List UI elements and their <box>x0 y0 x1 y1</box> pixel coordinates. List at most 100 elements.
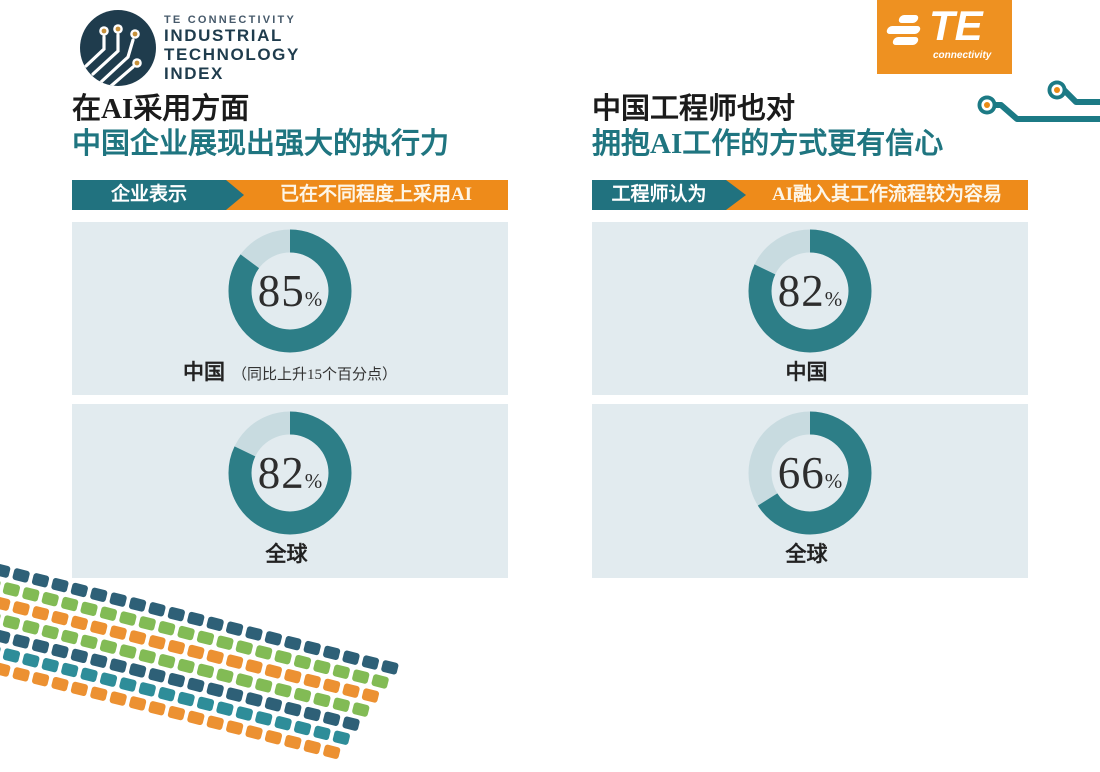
mosaic-tile <box>186 677 206 693</box>
percent-value: 85 <box>257 266 305 316</box>
mosaic-tile <box>138 615 157 632</box>
mosaic-tile <box>341 715 361 732</box>
percent-unit: % <box>824 468 843 493</box>
donut-card-china: 82% 中国 <box>592 222 1028 395</box>
mosaic-tile <box>11 600 31 617</box>
mosaic-tile <box>21 586 41 603</box>
column-engineer-confidence: 中国工程师也对 拥抱AI工作的方式更有信心 工程师认为 AI融入其工作流程较为容… <box>592 0 1028 619</box>
mosaic-tile <box>225 653 244 670</box>
mosaic-tile <box>0 628 11 645</box>
mosaic-tile <box>138 681 157 698</box>
mosaic-tile <box>215 634 235 651</box>
mosaic-tile <box>0 661 11 678</box>
mosaic-tile <box>225 620 244 637</box>
mosaic-tile <box>206 682 225 698</box>
mosaic-tile <box>273 715 293 731</box>
mosaic-tile <box>31 638 50 654</box>
mosaic-tile <box>176 691 196 707</box>
mosaic-tile <box>196 696 215 712</box>
donut-label-region: 全球 <box>265 542 308 566</box>
percent-value: 82 <box>777 266 825 316</box>
mosaic-tile <box>0 642 2 659</box>
mosaic-tile <box>41 624 60 640</box>
mosaic-tile <box>99 671 118 688</box>
mosaic-tile <box>138 648 157 665</box>
mosaic-tile <box>128 629 147 646</box>
percent-unit: % <box>304 286 323 311</box>
mosaic-tile <box>225 686 244 703</box>
circuit-globe-icon <box>80 10 156 86</box>
mosaic-tile <box>322 678 341 694</box>
mosaic-tile <box>293 654 312 670</box>
mosaic-tile <box>303 706 322 722</box>
ribbon-tag: 企业表示 <box>72 180 244 210</box>
mosaic-tile <box>351 701 370 718</box>
mosaic-tile <box>235 705 254 722</box>
mosaic-tile <box>60 629 79 645</box>
mosaic-tile <box>50 676 70 692</box>
column-ai-adoption: 在AI采用方面 中国企业展现出强大的执行力 企业表示 已在不同程度上采用AI 8… <box>72 0 508 619</box>
mosaic-tile <box>108 624 128 641</box>
mosaic-tile <box>186 644 206 660</box>
te-connectivity-logo: TE connectivity <box>877 0 1012 74</box>
section-title: 在AI采用方面 中国企业展现出强大的执行力 <box>72 92 532 162</box>
percent-value: 82 <box>257 448 305 498</box>
mosaic-tile <box>79 601 99 617</box>
mosaic-tile <box>215 700 235 717</box>
mosaic-tile <box>312 725 332 741</box>
te-logo-subtext: connectivity <box>933 50 992 61</box>
mosaic-tile <box>254 644 273 661</box>
mosaic-tile <box>254 677 273 694</box>
mosaic-tile <box>264 663 283 680</box>
mosaic-tile <box>302 640 322 656</box>
mosaic-tile <box>128 596 147 613</box>
mosaic-tile <box>157 620 176 636</box>
donut-chart: 85% <box>228 229 352 353</box>
mosaic-tile <box>147 700 167 717</box>
mosaic-tile <box>225 719 244 736</box>
donut-label-region: 中国 <box>182 360 225 384</box>
industrial-technology-index-logo: TE CONNECTIVITY INDUSTRIAL TECHNOLOGY IN… <box>80 10 380 88</box>
mosaic-tile <box>70 615 89 631</box>
mosaic-tile <box>293 687 312 703</box>
donut-label-region: 全球 <box>785 542 828 566</box>
mosaic-tile <box>11 567 31 584</box>
mosaic-tile <box>205 649 225 665</box>
mosaic-tile <box>99 605 118 622</box>
logo-line-technology: TECHNOLOGY <box>164 45 300 64</box>
mosaic-tile <box>2 614 21 631</box>
mosaic-tile <box>167 672 186 688</box>
mosaic-tile <box>118 643 138 660</box>
mosaic-tile <box>196 630 215 646</box>
title-line-1: 在AI采用方面 <box>72 93 250 125</box>
mosaic-tile <box>332 729 351 746</box>
mosaic-tile <box>244 691 264 708</box>
mosaic-tile <box>205 616 225 632</box>
mosaic-tile <box>167 705 186 721</box>
mosaic-tile <box>341 682 361 699</box>
mosaic-tile <box>70 681 89 697</box>
donut-chart: 66% <box>748 411 872 535</box>
logo-line-industrial: INDUSTRIAL <box>164 26 283 45</box>
mosaic-tile <box>186 710 206 726</box>
percent-value: 66 <box>777 448 825 498</box>
donut-label: 全球 <box>266 538 315 568</box>
mosaic-tile <box>264 630 283 647</box>
mosaic-tile <box>89 685 109 702</box>
donut-label: 中国 <box>786 356 835 386</box>
mosaic-tile <box>79 634 99 650</box>
donut-label: 中国 （同比上升15个百分点） <box>183 356 397 386</box>
mosaic-tile <box>21 619 41 636</box>
mosaic-tile <box>0 595 11 612</box>
mosaic-tile <box>89 620 108 636</box>
mosaic-tile <box>50 610 70 626</box>
mosaic-tile <box>273 682 293 698</box>
mosaic-tile <box>370 673 390 690</box>
logo-line-index: INDEX <box>164 64 224 83</box>
mosaic-tile <box>0 609 2 626</box>
mosaic-tile <box>157 653 176 669</box>
title-line-1: 中国工程师也对 <box>592 93 796 125</box>
mosaic-tile <box>50 643 70 659</box>
ribbon-banner: 企业表示 已在不同程度上采用AI <box>72 180 508 210</box>
ribbon-statement: AI融入其工作流程较为容易 <box>771 184 1003 205</box>
